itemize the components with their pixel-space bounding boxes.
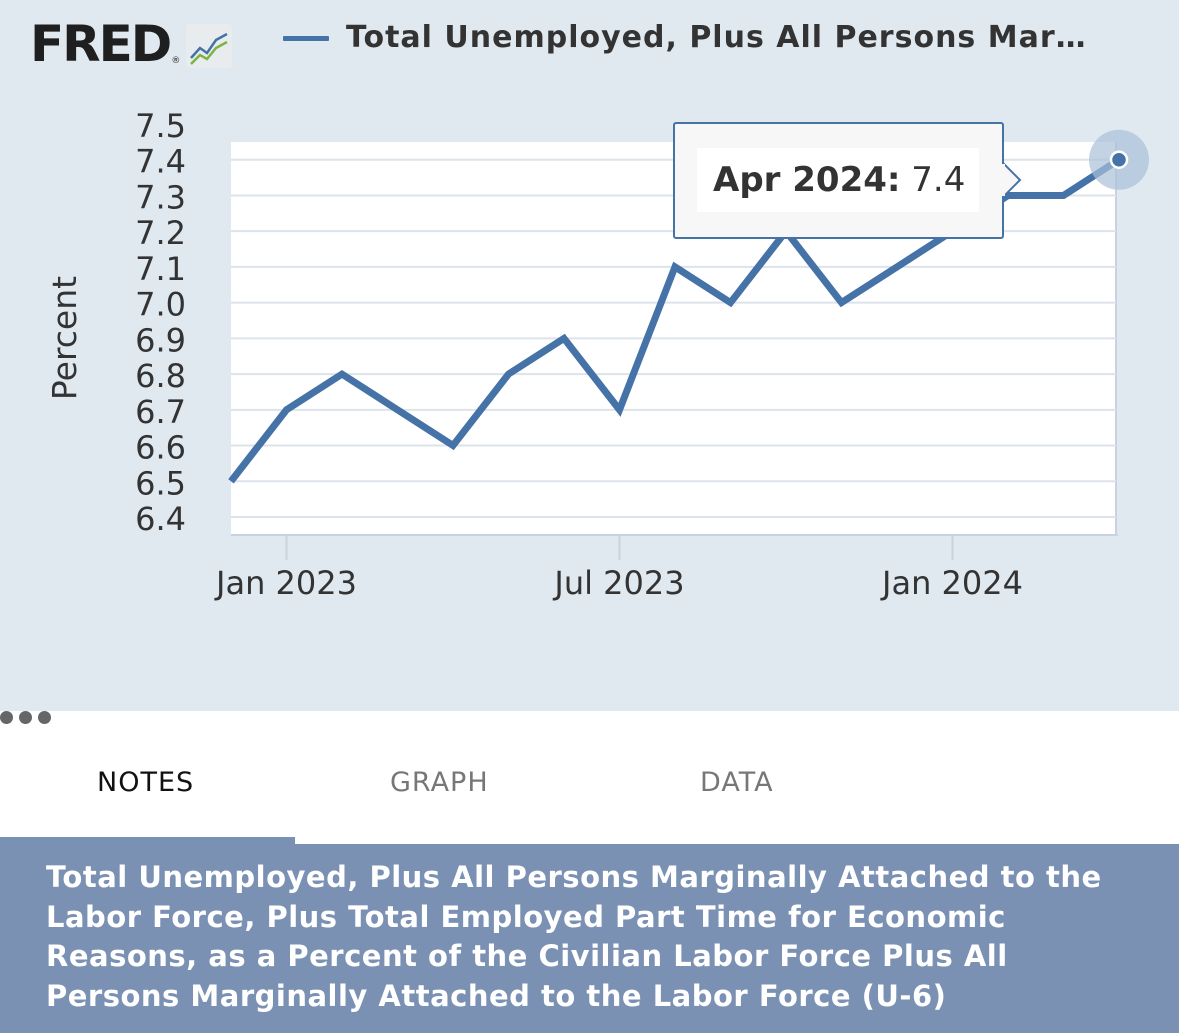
data-point[interactable] <box>390 402 406 418</box>
y-axis-label: Percent <box>45 276 84 400</box>
y-tick-label: 6.4 <box>135 500 186 538</box>
tooltip-content: Apr 2024: 7.4 <box>697 148 979 212</box>
y-tick-label: 7.1 <box>135 250 186 288</box>
y-tick-label: 7.3 <box>135 178 186 216</box>
data-point[interactable] <box>889 259 905 275</box>
fred-logo[interactable]: FRED ® <box>30 15 233 73</box>
x-tick-label: Jan 2023 <box>214 564 357 602</box>
x-tick-label: Jan 2024 <box>880 564 1023 602</box>
y-tick-label: 7.0 <box>135 286 186 324</box>
data-point[interactable] <box>445 438 461 454</box>
tab-bar: NOTES GRAPH DATA <box>0 711 1179 844</box>
tooltip-pointer <box>1002 160 1022 200</box>
highlight-point[interactable] <box>1109 150 1129 169</box>
notes-panel: Total Unemployed, Plus All Persons Margi… <box>0 844 1179 1033</box>
data-point[interactable] <box>667 259 683 275</box>
y-tick-label: 6.6 <box>135 429 186 467</box>
more-dot <box>19 711 32 724</box>
more-dot <box>38 711 51 724</box>
more-dot <box>0 711 13 724</box>
data-point[interactable] <box>501 366 517 382</box>
data-point[interactable] <box>223 473 239 489</box>
line-chart: 7.57.47.37.27.17.06.96.86.76.66.56.4 Jan… <box>45 107 1149 602</box>
y-tick-label: 6.8 <box>135 357 186 395</box>
more-icon[interactable] <box>0 711 1179 724</box>
data-point[interactable] <box>612 402 628 418</box>
y-tick-label: 6.7 <box>135 393 186 431</box>
registered-mark: ® <box>171 56 181 66</box>
active-tab-indicator <box>0 837 295 844</box>
tab-data[interactable]: DATA <box>700 767 774 798</box>
data-point[interactable] <box>556 330 572 346</box>
series-legend-swatch <box>283 36 329 41</box>
chart-area: FRED ® Total Unemployed, Plus All Person… <box>0 0 1179 711</box>
tooltip-spacer <box>900 160 911 200</box>
data-point[interactable] <box>334 366 350 382</box>
tab-notes[interactable]: NOTES <box>97 767 195 798</box>
logo-text: FRED <box>30 15 172 73</box>
line-chart-icon <box>186 24 233 68</box>
y-tick-label: 6.9 <box>135 321 186 359</box>
data-point[interactable] <box>1056 187 1072 203</box>
tooltip-value: 7.4 <box>911 160 966 200</box>
data-tooltip: Apr 2024: 7.4 <box>673 122 1004 239</box>
data-point[interactable] <box>279 402 295 418</box>
data-point[interactable] <box>723 295 739 311</box>
series-title[interactable]: Total Unemployed, Plus All Persons Mar… <box>346 20 1087 55</box>
x-tick-label: Jul 2023 <box>552 564 684 602</box>
data-point[interactable] <box>834 295 850 311</box>
series-full-title: Total Unemployed, Plus All Persons Margi… <box>46 860 1102 1013</box>
y-tick-label: 7.5 <box>135 107 186 145</box>
y-tick-label: 7.4 <box>135 143 186 181</box>
y-tick-label: 7.2 <box>135 214 186 252</box>
tooltip-date: Apr 2024: <box>713 160 901 200</box>
tab-graph[interactable]: GRAPH <box>390 767 489 798</box>
y-tick-label: 6.5 <box>135 464 186 502</box>
